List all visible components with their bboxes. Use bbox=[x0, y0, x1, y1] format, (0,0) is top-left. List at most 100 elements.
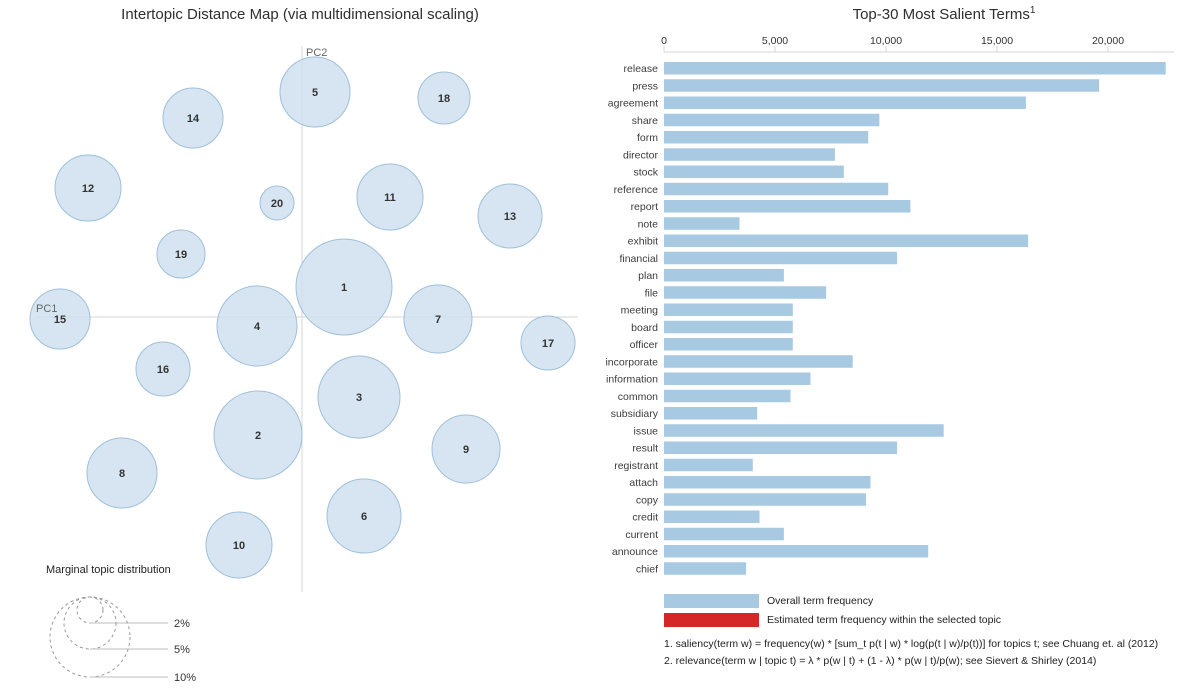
topic-circle-6[interactable] bbox=[326, 478, 402, 554]
term-bar-meeting[interactable] bbox=[664, 303, 793, 317]
term-label-form[interactable]: form bbox=[637, 132, 658, 144]
topic-label-4: 4 bbox=[254, 321, 261, 333]
term-label-incorporate[interactable]: incorporate bbox=[605, 356, 658, 368]
term-label-stock[interactable]: stock bbox=[633, 167, 658, 179]
topic-circle-20[interactable] bbox=[259, 185, 295, 221]
term-label-announce[interactable]: announce bbox=[612, 546, 658, 558]
term-bar-stock[interactable] bbox=[664, 165, 844, 179]
term-bar-press[interactable] bbox=[664, 79, 1100, 92]
term-bar-financial[interactable] bbox=[664, 251, 898, 265]
term-label-common[interactable]: common bbox=[618, 391, 658, 403]
term-bar-copy[interactable] bbox=[664, 493, 866, 506]
term-label-board[interactable]: board bbox=[631, 322, 658, 334]
term-bar-director[interactable] bbox=[664, 148, 835, 161]
topic-circle-17[interactable] bbox=[520, 315, 576, 371]
footnote-2: 2. relevance(term w | topic t) = λ * p(w… bbox=[664, 655, 1097, 667]
term-bar-result[interactable] bbox=[664, 441, 898, 455]
topic-circle-18[interactable] bbox=[417, 71, 471, 125]
term-label-result[interactable]: result bbox=[632, 443, 658, 455]
term-bar-file[interactable] bbox=[664, 286, 827, 299]
term-label-reference[interactable]: reference bbox=[614, 184, 659, 196]
term-label-press[interactable]: press bbox=[632, 80, 658, 92]
term-label-attach[interactable]: attach bbox=[629, 477, 658, 489]
topic-label-7: 7 bbox=[435, 314, 441, 326]
salient-terms-chart: 0 5,000 10,000 15,000 20,000 release press agre… bbox=[605, 35, 1174, 575]
term-label-file[interactable]: file bbox=[645, 287, 659, 299]
term-bar-share[interactable] bbox=[664, 113, 880, 127]
term-bar-agreement[interactable] bbox=[664, 96, 1026, 110]
term-bar-attach[interactable] bbox=[664, 476, 871, 489]
topic-circle-14[interactable] bbox=[162, 87, 224, 149]
term-label-current[interactable]: current bbox=[625, 529, 658, 541]
salient-terms-title: Top-30 Most Salient Terms1 bbox=[664, 5, 1200, 23]
topic-circle-1[interactable] bbox=[295, 238, 393, 336]
term-label-plan[interactable]: plan bbox=[638, 270, 658, 282]
term-bar-release[interactable] bbox=[664, 62, 1166, 75]
topic-circle-3[interactable] bbox=[317, 355, 401, 439]
intertopic-panel: 1 2 3 4 5 6 7 8 9 10 11 12 13 14 15 16 17 18 19 20 PC2 PC1 2% 5… bbox=[29, 6, 578, 684]
term-label-officer[interactable]: officer bbox=[630, 339, 659, 351]
term-label-credit[interactable]: credit bbox=[632, 512, 658, 524]
topic-circle-9[interactable] bbox=[431, 414, 501, 484]
term-bar-announce[interactable] bbox=[664, 545, 929, 558]
term-bar-information[interactable] bbox=[664, 372, 811, 386]
marginal-size-circle-2% bbox=[76, 596, 104, 624]
term-bar-note[interactable] bbox=[664, 217, 740, 230]
topic-circle-11[interactable] bbox=[356, 163, 424, 231]
topic-label-19: 19 bbox=[175, 249, 187, 261]
term-bar-officer[interactable] bbox=[664, 338, 793, 351]
term-bar-issue[interactable] bbox=[664, 424, 944, 437]
topic-circle-7[interactable] bbox=[403, 284, 473, 354]
term-label-financial[interactable]: financial bbox=[619, 253, 658, 265]
term-label-information[interactable]: information bbox=[606, 374, 658, 386]
marginal-size-label-5%: 5% bbox=[174, 644, 190, 656]
term-label-issue[interactable]: issue bbox=[633, 425, 658, 437]
topic-label-20: 20 bbox=[271, 198, 283, 210]
term-label-chief[interactable]: chief bbox=[636, 563, 658, 575]
topic-circle-10[interactable] bbox=[205, 511, 273, 579]
term-bar-exhibit[interactable] bbox=[664, 234, 1029, 248]
topic-circle-15[interactable] bbox=[29, 288, 91, 350]
term-bar-form[interactable] bbox=[664, 131, 869, 144]
topic-label-8: 8 bbox=[119, 468, 125, 480]
topic-circle-13[interactable] bbox=[477, 183, 543, 249]
term-label-meeting[interactable]: meeting bbox=[621, 305, 659, 317]
term-bar-incorporate[interactable] bbox=[664, 355, 853, 368]
topic-circle-19[interactable] bbox=[156, 229, 206, 279]
topic-circle-12[interactable] bbox=[54, 154, 122, 222]
topic-circle-16[interactable] bbox=[135, 341, 191, 397]
term-bar-subsidiary[interactable] bbox=[664, 407, 758, 420]
topic-circle-8[interactable] bbox=[86, 437, 158, 509]
topic-label-16: 16 bbox=[157, 364, 169, 376]
topic-circle-4[interactable] bbox=[216, 285, 298, 367]
topic-label-11: 11 bbox=[384, 192, 396, 204]
term-bar-common[interactable] bbox=[664, 389, 791, 403]
term-bar-current[interactable] bbox=[664, 527, 784, 541]
term-bar-credit[interactable] bbox=[664, 510, 760, 524]
term-label-registrant[interactable]: registrant bbox=[614, 460, 658, 472]
term-label-director[interactable]: director bbox=[623, 149, 659, 161]
term-bar-report[interactable] bbox=[664, 200, 911, 213]
term-bar-reference[interactable] bbox=[664, 182, 889, 196]
x-tick-label-20,000: 20,000 bbox=[1092, 35, 1124, 47]
term-label-copy[interactable]: copy bbox=[636, 494, 659, 506]
topic-label-15: 15 bbox=[54, 314, 66, 326]
salient-terms-title-footnote-ref: 1 bbox=[1029, 5, 1036, 16]
term-label-release[interactable]: release bbox=[624, 63, 659, 75]
topic-label-13: 13 bbox=[504, 211, 516, 223]
term-label-report[interactable]: report bbox=[631, 201, 659, 213]
term-bar-registrant[interactable] bbox=[664, 458, 753, 472]
pc2-axis-label: PC2 bbox=[306, 47, 327, 59]
term-bar-chief[interactable] bbox=[664, 562, 747, 575]
x-tick-label-15,000: 15,000 bbox=[981, 35, 1013, 47]
term-label-agreement[interactable]: agreement bbox=[608, 98, 658, 110]
topic-circle-5[interactable] bbox=[279, 56, 351, 128]
term-label-exhibit[interactable]: exhibit bbox=[628, 236, 658, 248]
term-bar-plan[interactable] bbox=[664, 269, 784, 282]
term-label-note[interactable]: note bbox=[638, 218, 659, 230]
term-label-subsidiary[interactable]: subsidiary bbox=[611, 408, 659, 420]
topic-circle-2[interactable] bbox=[213, 390, 303, 480]
term-bar-board[interactable] bbox=[664, 320, 793, 334]
term-label-share[interactable]: share bbox=[632, 115, 658, 127]
